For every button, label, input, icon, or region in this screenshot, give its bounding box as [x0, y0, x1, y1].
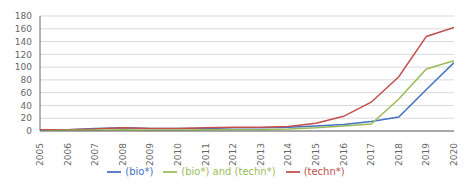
svg-text:2013: 2013 [256, 143, 266, 166]
svg-text:2011: 2011 [201, 143, 211, 166]
svg-text:2006: 2006 [63, 143, 73, 166]
svg-text:2014: 2014 [283, 143, 293, 166]
svg-text:2009: 2009 [145, 143, 155, 166]
html-text:(techn*): (techn*) [303, 166, 345, 177]
svg-text:80: 80 [21, 75, 33, 85]
svg-text:2010: 2010 [173, 143, 183, 166]
svg-text:2018: 2018 [394, 143, 404, 166]
svg-text:180: 180 [15, 11, 32, 21]
svg-text:2019: 2019 [421, 143, 431, 166]
svg-text:160: 160 [15, 24, 32, 34]
svg-text:120: 120 [15, 50, 32, 60]
svg-text:60: 60 [21, 88, 33, 98]
svg-text:2016: 2016 [339, 143, 349, 166]
svg-text:2017: 2017 [366, 143, 376, 166]
svg-text:2015: 2015 [311, 143, 321, 166]
html-text:(bio*) and (techn*): (bio*) and (techn*) [181, 166, 276, 177]
svg-text:2005: 2005 [35, 143, 45, 166]
svg-text:100: 100 [15, 62, 32, 72]
svg-text:2007: 2007 [90, 143, 100, 166]
svg-text:20: 20 [21, 113, 33, 123]
svg-text:2020: 2020 [449, 143, 459, 166]
svg-text:2008: 2008 [118, 143, 128, 166]
html-text:(bio*): (bio*) [125, 166, 154, 177]
svg-text:40: 40 [21, 101, 33, 111]
svg-text:140: 140 [15, 37, 32, 47]
svg-text:0: 0 [26, 126, 32, 136]
svg-text:2012: 2012 [228, 143, 238, 166]
